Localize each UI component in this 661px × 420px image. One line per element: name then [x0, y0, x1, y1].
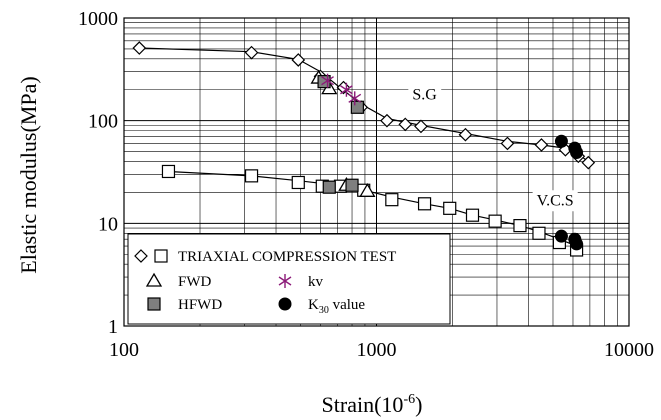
marker-diamond-open [414, 119, 428, 134]
marker-asterisk [321, 73, 334, 88]
marker-diamond-open [458, 127, 473, 142]
svg-text:S.G: S.G [412, 87, 437, 104]
marker-diamond-open [291, 53, 306, 67]
marker-square-open [385, 193, 399, 207]
marker-diamond-open [398, 117, 413, 132]
marker-square-open [244, 169, 259, 183]
x-tick-label: 100 [109, 339, 139, 361]
marker-square-gray [350, 100, 364, 114]
y-tick-label: 10 [98, 213, 118, 235]
marker-asterisk [340, 82, 353, 97]
marker-square-open [417, 197, 432, 211]
x-tick-label: 10000 [604, 339, 654, 361]
marker-square-open [443, 201, 457, 215]
annotations: S.G V.C.S [408, 84, 578, 212]
legend-label: kv [308, 274, 324, 290]
svg-text:V.C.S: V.C.S [537, 192, 574, 209]
plot-frame [123, 17, 630, 327]
marker-circle-black [554, 134, 568, 148]
marker-square-open [161, 164, 176, 179]
data-markers [132, 41, 596, 257]
marker-square-open [532, 226, 546, 240]
marker-diamond-open [132, 41, 147, 55]
marker-circle-black [570, 237, 584, 251]
fit-curves [139, 47, 589, 247]
marker-square-open [488, 214, 502, 228]
marker-square-open [465, 208, 480, 222]
marker-asterisk [278, 274, 292, 288]
legend-label: HFWD [178, 297, 222, 313]
marker-square-gray [345, 178, 359, 192]
x-axis-label: Strain(10-6) [322, 392, 423, 417]
marker-square-gray [322, 180, 336, 194]
marker-diamond-open [581, 155, 596, 170]
marker-circle-black [554, 229, 568, 243]
marker-circle-black [278, 297, 292, 311]
x-axis-label-suffix: ) [415, 392, 422, 417]
legend-label: FWD [178, 274, 212, 290]
x-axis-label-exponent: -6 [403, 392, 415, 407]
x-axis-label-base: Strain(10 [322, 392, 404, 417]
y-tick-label: 1000 [78, 8, 118, 30]
marker-diamond-open [500, 136, 515, 151]
annotation: V.C.S [532, 190, 578, 212]
y-tick-label: 1 [108, 316, 118, 338]
marker-triangle-open [145, 272, 163, 287]
marker-asterisk [348, 91, 362, 106]
marker-circle-black [570, 145, 584, 159]
tick-labels: 100 1000 10000 1 10 100 1000 [78, 8, 654, 361]
y-tick-label: 100 [88, 111, 118, 133]
marker-diamond-open [534, 138, 549, 152]
marker-triangle-open [359, 183, 376, 197]
legend-label: TRIAXIAL COMPRESSION TEST [178, 249, 396, 265]
marker-square-open [291, 175, 305, 190]
marker-diamond-open [244, 45, 259, 60]
marker-diamond-open [134, 249, 148, 263]
marker-square-open [513, 219, 527, 233]
marker-square-gray [147, 297, 161, 311]
x-tick-label: 1000 [357, 339, 397, 361]
marker-diamond-open [380, 113, 394, 128]
y-axis-label: Elastic modulus(MPa) [16, 76, 41, 273]
marker-square-open [154, 249, 168, 263]
annotation: S.G [408, 84, 442, 106]
